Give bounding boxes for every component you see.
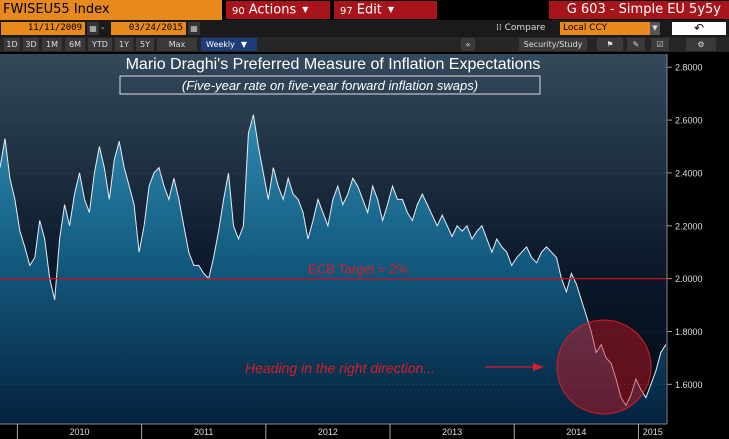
date-range-dash: - bbox=[101, 23, 105, 34]
y-tick-label: 2.4000 bbox=[675, 168, 703, 178]
back-arrow-icon[interactable]: ↶ bbox=[672, 22, 726, 35]
frequency-label: Weekly bbox=[206, 40, 235, 49]
date-bar: 11/11/2009 ▦ - 03/24/2015 ▦ ⁞⁞ Compare L… bbox=[0, 20, 729, 37]
period-button[interactable]: 6M bbox=[65, 38, 85, 51]
flag-icon[interactable]: ⚑ bbox=[597, 38, 623, 51]
compare-button[interactable]: ⁞⁞ Compare bbox=[496, 22, 545, 35]
series-area bbox=[0, 114, 666, 425]
y-tick-label: 2.0000 bbox=[675, 274, 703, 284]
chart-name-label: G 603 - Simple EU 5y5y bbox=[549, 1, 729, 19]
period-button[interactable]: 1D bbox=[4, 38, 20, 51]
period-button[interactable]: Max bbox=[157, 38, 197, 51]
chevron-down-icon: ▼ bbox=[240, 40, 248, 49]
gear-icon[interactable]: ⚙ bbox=[686, 38, 716, 51]
period-button[interactable]: 1M bbox=[42, 38, 62, 51]
x-tick-label: 2012 bbox=[318, 427, 338, 437]
highlight-circle bbox=[556, 319, 652, 415]
calendar-icon[interactable]: ▦ bbox=[188, 22, 200, 35]
period-button[interactable]: 5Y bbox=[136, 38, 154, 51]
chevron-down-icon: ▼ bbox=[302, 5, 309, 14]
x-tick-label: 2015 bbox=[643, 427, 663, 437]
y-axis-panel bbox=[667, 54, 729, 424]
checkbox-icon[interactable]: ☑ bbox=[651, 38, 669, 51]
edit-number: 97 bbox=[340, 5, 353, 17]
calendar-icon[interactable]: ▦ bbox=[87, 22, 99, 35]
period-bar: 1D 3D 1M 6M YTD 1Y 5Y Max Weekly ▼ « Secu… bbox=[0, 37, 729, 52]
chevron-down-icon[interactable]: ▼ bbox=[650, 22, 660, 35]
subtitle-box bbox=[119, 75, 541, 95]
pencil-icon[interactable]: ✎ bbox=[627, 38, 645, 51]
x-tick-label: 2014 bbox=[566, 427, 586, 437]
period-button[interactable]: 3D bbox=[23, 38, 39, 51]
chevron-down-icon: ▼ bbox=[387, 5, 395, 14]
y-tick-label: 1.8000 bbox=[675, 327, 703, 337]
y-tick-label: 2.6000 bbox=[675, 116, 703, 126]
y-tick-label: 1.6000 bbox=[675, 380, 703, 390]
x-tick-label: 2013 bbox=[442, 427, 462, 437]
period-button[interactable]: YTD bbox=[88, 38, 112, 51]
period-button[interactable]: 1Y bbox=[115, 38, 133, 51]
y-tick-label: 2.2000 bbox=[675, 221, 703, 231]
security-study-button[interactable]: Security/Study bbox=[519, 38, 587, 51]
compare-label: Compare bbox=[504, 23, 546, 33]
edit-label: Edit bbox=[356, 2, 382, 18]
y-tick-label: 2.8000 bbox=[675, 63, 703, 73]
annotation-text: Heading in the right direction... bbox=[245, 360, 435, 376]
end-date-field[interactable]: 03/24/2015 bbox=[111, 22, 186, 35]
edit-menu-button[interactable]: 97 Edit ▼ bbox=[334, 1, 437, 19]
top-toolbar: FWISEU55 Index 90 Actions ▼ 97 Edit ▼ G 603 … bbox=[0, 0, 729, 20]
target-label: ECB Target = 2% bbox=[308, 262, 408, 277]
x-tick-label: 2010 bbox=[69, 427, 89, 437]
actions-label: Actions bbox=[248, 2, 297, 18]
compare-icon: ⁞⁞ bbox=[496, 23, 505, 33]
annotation-arrow-head bbox=[533, 363, 544, 371]
x-axis-panel bbox=[0, 424, 729, 439]
frequency-select[interactable]: Weekly ▼ bbox=[201, 38, 257, 51]
chart-title: Mario Draghi's Preferred Measure of Infl… bbox=[126, 56, 541, 73]
series-line bbox=[0, 114, 667, 407]
actions-number: 90 bbox=[232, 5, 245, 17]
start-date-field[interactable]: 11/11/2009 bbox=[1, 22, 85, 35]
collapse-icon[interactable]: « bbox=[461, 38, 475, 51]
chart-subtitle: (Five-year rate on five-year forward inf… bbox=[182, 78, 478, 93]
ticker-field[interactable]: FWISEU55 Index bbox=[0, 0, 222, 20]
currency-select[interactable]: Local CCY bbox=[560, 22, 650, 35]
actions-menu-button[interactable]: 90 Actions ▼ bbox=[226, 1, 330, 19]
x-tick-label: 2011 bbox=[194, 427, 213, 437]
